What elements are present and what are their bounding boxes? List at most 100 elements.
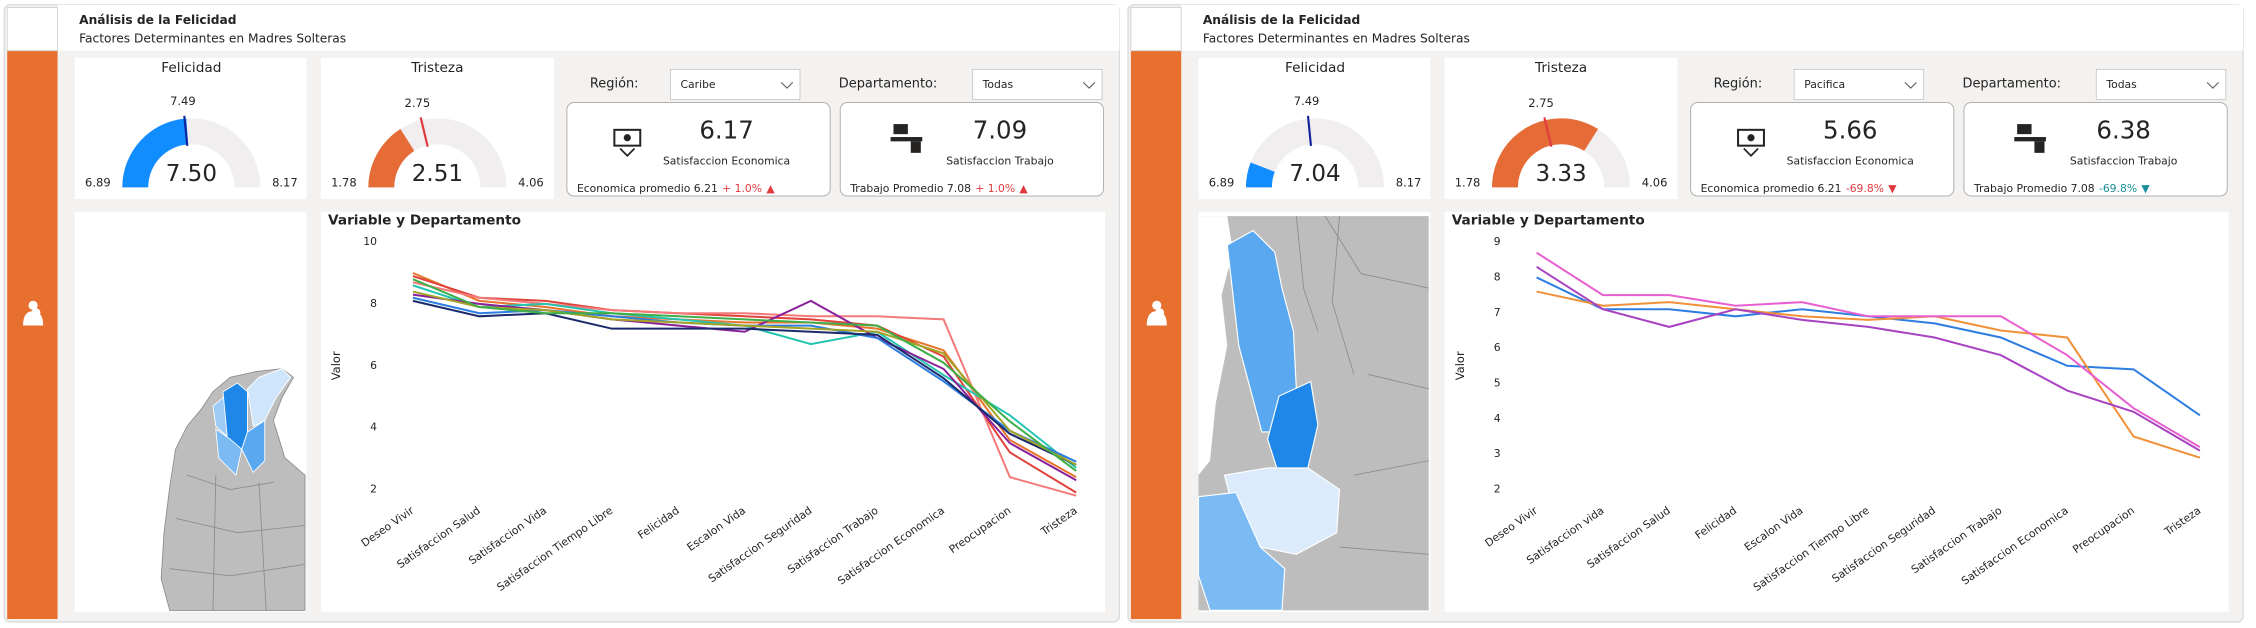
header-bar bbox=[57, 4, 1120, 51]
kpi-value: 6.38 bbox=[2096, 115, 2150, 144]
sidebar-icon bbox=[28, 300, 38, 310]
y-axis-label: Valor bbox=[1453, 351, 1467, 380]
series-line bbox=[412, 299, 1077, 466]
sidebar bbox=[1130, 50, 1182, 620]
dropdown-value: Caribe bbox=[681, 78, 716, 91]
map-right bbox=[1197, 215, 1429, 611]
kpi-icon bbox=[613, 128, 642, 147]
kpi-change-icon: ▲ bbox=[766, 182, 775, 195]
kpi-change: + 1.0% bbox=[975, 182, 1015, 195]
dropdown[interactable] bbox=[972, 68, 1103, 101]
y-tick-label: 5 bbox=[1494, 376, 1501, 389]
kpi-icon bbox=[1737, 128, 1765, 147]
gauge-min-label: 1.78 bbox=[331, 176, 357, 190]
series-line bbox=[1536, 251, 2201, 448]
series-line bbox=[412, 290, 1077, 466]
dropdown[interactable] bbox=[670, 68, 801, 101]
y-tick-label: 10 bbox=[363, 235, 377, 248]
kpi-footer-text: Economica promedio 6.21 bbox=[1701, 182, 1842, 195]
kpi-change-icon: ▲ bbox=[1019, 182, 1028, 195]
series-line bbox=[412, 281, 1077, 497]
gauge-title: Tristeza bbox=[1534, 60, 1587, 76]
kpi-footer: Economica promedio 6.21 -69.8% ▼ bbox=[1701, 182, 1898, 195]
dropdown-value: Pacifica bbox=[1804, 78, 1845, 91]
kpi-icon bbox=[1743, 147, 1759, 157]
kpi-icon bbox=[1747, 134, 1755, 142]
kpi-icon bbox=[2034, 141, 2045, 153]
y-tick-label: 8 bbox=[1494, 270, 1501, 283]
gauge-value bbox=[368, 129, 415, 188]
gauge-background bbox=[1245, 118, 1385, 188]
header-title: Análisis de la Felicidad bbox=[1203, 13, 1360, 27]
series-line bbox=[1536, 290, 2201, 459]
gauge-max-label: 8.17 bbox=[272, 176, 298, 190]
filter-label: Región: bbox=[590, 76, 639, 91]
gauge-value-label: 7.04 bbox=[1289, 161, 1340, 187]
map-region bbox=[1197, 491, 1286, 611]
filter-label: Región: bbox=[1714, 76, 1763, 91]
sidebar-top bbox=[1130, 7, 1182, 52]
header-title: Análisis de la Felicidad bbox=[79, 13, 236, 27]
gauge-target bbox=[183, 115, 189, 146]
map-sea bbox=[1198, 216, 1234, 476]
kpi-value: 6.17 bbox=[699, 115, 753, 144]
kpi-icon bbox=[893, 124, 908, 135]
map-lines bbox=[1295, 215, 1429, 555]
gauge-title: Tristeza bbox=[410, 60, 463, 76]
chart-title: Variable y Departamento bbox=[1452, 212, 1645, 228]
header-subtitle: Factores Determinantes en Madres Soltera… bbox=[79, 32, 346, 46]
gauge-min-label: 1.78 bbox=[1455, 176, 1481, 190]
kpi-label: Satisfaccion Economica bbox=[1787, 154, 1914, 167]
map-region bbox=[241, 419, 266, 473]
filter-label: Departamento: bbox=[1962, 76, 2061, 91]
gauge-max-label: 8.17 bbox=[1396, 176, 1422, 190]
kpi-change: -69.8% bbox=[2099, 182, 2137, 195]
gauge-target-label: 2.75 bbox=[405, 96, 431, 110]
kpi-icon bbox=[910, 141, 921, 153]
gauge-min-label: 6.89 bbox=[85, 176, 111, 190]
kpi-footer: Economica promedio 6.21 + 1.0% ▲ bbox=[577, 182, 775, 195]
gauge-value bbox=[1492, 118, 1599, 188]
filter-label: Departamento: bbox=[839, 76, 938, 91]
kpi-card bbox=[566, 101, 831, 197]
card bbox=[1444, 211, 2229, 612]
dropdown-chevron bbox=[2206, 81, 2219, 89]
gauge-target bbox=[1543, 117, 1553, 148]
y-tick-label: 7 bbox=[1494, 306, 1501, 319]
map-lines bbox=[169, 474, 306, 611]
sidebar-icon bbox=[1146, 308, 1167, 326]
gauge-max-label: 4.06 bbox=[518, 176, 544, 190]
y-tick-label: 4 bbox=[370, 421, 377, 434]
gauge-value-label: 2.51 bbox=[412, 161, 463, 187]
kpi-value: 7.09 bbox=[973, 115, 1027, 144]
gauge-target-label: 7.49 bbox=[170, 94, 196, 108]
dropdown[interactable] bbox=[2095, 68, 2227, 101]
kpi-change: -69.8% bbox=[1846, 182, 1884, 195]
kpi-footer-text: Economica promedio 6.21 bbox=[577, 182, 718, 195]
chart-title: Variable y Departamento bbox=[328, 212, 521, 228]
gauge-target bbox=[419, 117, 429, 148]
y-axis-label: Valor bbox=[329, 351, 343, 380]
dropdown-value: Todas bbox=[982, 78, 1014, 91]
sidebar-icon bbox=[23, 308, 44, 326]
kpi-footer: Trabajo Promedio 7.08 -69.8% ▼ bbox=[1973, 182, 2150, 195]
kpi-icon bbox=[890, 137, 923, 142]
gauge-title: Felicidad bbox=[1285, 60, 1345, 76]
header-subtitle: Factores Determinantes en Madres Soltera… bbox=[1203, 32, 1470, 46]
dropdown[interactable] bbox=[1793, 68, 1925, 101]
kpi-change-icon: ▼ bbox=[2141, 182, 2150, 195]
series-line bbox=[412, 278, 1077, 472]
kpi-label: Satisfaccion Economica bbox=[663, 154, 790, 167]
map-land bbox=[160, 368, 306, 611]
kpi-label: Satisfaccion Trabajo bbox=[2070, 154, 2177, 167]
dropdown-value: Todas bbox=[2105, 78, 2137, 91]
kpi-value: 5.66 bbox=[1823, 115, 1877, 144]
kpi-change: + 1.0% bbox=[722, 182, 762, 195]
gauge-target-label: 7.49 bbox=[1294, 94, 1320, 108]
gauge-min-label: 6.89 bbox=[1209, 176, 1235, 190]
gauge-value-label: 3.33 bbox=[1535, 161, 1586, 187]
series-line bbox=[412, 293, 1077, 482]
y-tick-label: 8 bbox=[370, 297, 377, 310]
